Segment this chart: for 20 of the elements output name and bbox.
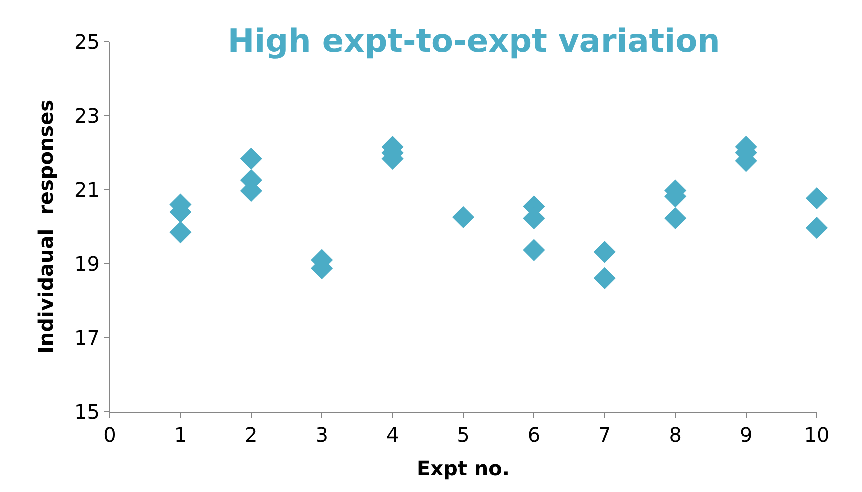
- x-tick-label: 0: [104, 423, 116, 447]
- x-tick-label: 9: [740, 423, 753, 447]
- x-tick-label: 8: [669, 423, 682, 447]
- y-tick-label: 19: [74, 252, 100, 276]
- x-axis-title: Expt no.: [417, 456, 510, 480]
- chart-title: High expt-to-expt variation: [228, 22, 720, 60]
- y-tick-label: 17: [74, 326, 100, 350]
- x-tick-label: 2: [245, 423, 258, 447]
- x-tick-label: 5: [457, 423, 470, 447]
- x-tick-label: 10: [804, 423, 830, 447]
- x-tick-label: 7: [598, 423, 612, 447]
- x-tick-label: 6: [528, 423, 541, 447]
- y-tick-label: 23: [74, 104, 100, 128]
- y-tick-label: 15: [74, 400, 100, 424]
- y-axis-title: Individaual responses: [34, 100, 58, 354]
- x-tick-label: 4: [386, 423, 400, 447]
- x-tick-label: 1: [174, 423, 188, 447]
- y-tick-label: 21: [74, 178, 100, 202]
- x-tick-label: 3: [316, 423, 328, 447]
- y-tick-label: 25: [74, 30, 100, 54]
